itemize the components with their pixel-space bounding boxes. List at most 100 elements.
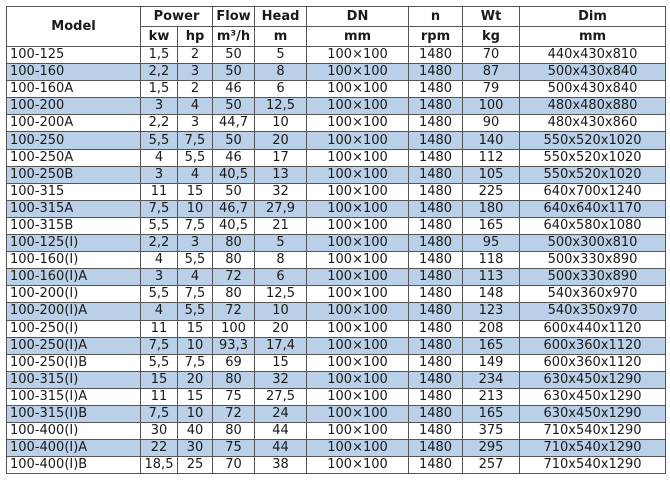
cell-rpm: 1480 [408, 251, 464, 270]
cell-kw: 2,2 [140, 234, 178, 253]
cell-dn: 100×100 [306, 97, 410, 116]
cell-flow: 80 [212, 422, 256, 441]
cell-dn: 100×100 [306, 131, 410, 150]
cell-dn: 100×100 [306, 234, 410, 253]
cell-kw: 18,5 [140, 456, 178, 475]
cell-hp: 7,5 [176, 353, 214, 372]
table-row: 100-315B 5,5 7,5 40,5 21 100×100 1480 165 640x58… [6, 216, 667, 236]
header-model: Model [6, 6, 141, 47]
cell-model: 100-250(I)B [6, 353, 141, 372]
cell-flow: 69 [212, 353, 256, 372]
cell-head: 27,5 [254, 387, 308, 406]
table-row: 100-400(I)B 18,5 25 70 38 100×100 1480 257 710x5… [6, 456, 667, 475]
unit-head: m [254, 26, 308, 47]
cell-rpm: 1480 [408, 131, 464, 150]
cell-head: 32 [254, 370, 308, 389]
cell-kw: 11 [140, 182, 178, 201]
header-dn: DN [306, 6, 410, 27]
cell-model: 100-200A [6, 114, 141, 133]
cell-head: 12,5 [254, 285, 308, 304]
cell-dim: 500x430x840 [519, 80, 667, 99]
cell-head: 44 [254, 422, 308, 441]
cell-weight: 113 [462, 268, 521, 287]
unit-dim: mm [519, 26, 667, 47]
cell-dn: 100×100 [306, 199, 410, 218]
cell-kw: 3 [140, 165, 178, 184]
cell-model: 100-315 [6, 182, 141, 201]
table-row: 100-125(I) 2,2 3 80 5 100×100 1480 95 500x300x81… [6, 234, 667, 253]
cell-hp: 10 [176, 199, 214, 218]
cell-hp: 5,5 [176, 251, 214, 270]
cell-flow: 80 [212, 285, 256, 304]
header-row-1: Model Power Flow Head DN n Wt Dim [6, 6, 667, 47]
cell-kw: 4 [140, 251, 178, 270]
cell-model: 100-125(I) [6, 234, 141, 253]
cell-hp: 15 [176, 182, 214, 201]
cell-kw: 7,5 [140, 199, 178, 218]
table-row: 100-200(I) 5,5 7,5 80 12,5 100×100 1480 148 540x… [6, 285, 667, 304]
cell-flow: 72 [212, 302, 256, 321]
cell-dim: 550x520x1020 [519, 148, 667, 167]
table-row: 100-200A 2,2 3 44,7 10 100×100 1480 90 480x430x8… [6, 114, 667, 133]
cell-hp: 10 [176, 336, 214, 355]
cell-flow: 46 [212, 80, 256, 99]
cell-kw: 11 [140, 387, 178, 406]
cell-rpm: 1480 [408, 234, 464, 253]
cell-kw: 1,5 [140, 45, 178, 65]
cell-head: 15 [254, 353, 308, 372]
cell-weight: 225 [462, 182, 521, 201]
cell-head: 6 [254, 268, 308, 287]
cell-kw: 5,5 [140, 285, 178, 304]
cell-dim: 500x330x890 [519, 268, 667, 287]
cell-model: 100-250(I)A [6, 336, 141, 355]
table-body: 100-125 1,5 2 50 5 100×100 1480 70 440x430x810 10… [6, 45, 667, 475]
cell-dim: 630x450x1290 [519, 387, 667, 406]
cell-weight: 140 [462, 131, 521, 150]
cell-model: 100-400(I)B [6, 456, 141, 475]
cell-flow: 80 [212, 234, 256, 253]
cell-weight: 118 [462, 251, 521, 270]
cell-weight: 165 [462, 216, 521, 236]
cell-model: 100-315A [6, 199, 141, 218]
cell-head: 6 [254, 80, 308, 99]
cell-flow: 93,3 [212, 336, 256, 355]
cell-dim: 710x540x1290 [519, 422, 667, 441]
cell-dn: 100×100 [306, 285, 410, 304]
cell-model: 100-200 [6, 97, 141, 116]
cell-rpm: 1480 [408, 353, 464, 372]
cell-dn: 100×100 [306, 336, 410, 355]
cell-dim: 550x520x1020 [519, 165, 667, 184]
cell-kw: 2,2 [140, 114, 178, 133]
cell-flow: 50 [212, 45, 256, 65]
cell-dn: 100×100 [306, 319, 410, 338]
cell-head: 38 [254, 456, 308, 475]
cell-weight: 148 [462, 285, 521, 304]
cell-dim: 500x430x840 [519, 63, 667, 82]
cell-weight: 95 [462, 234, 521, 253]
cell-flow: 40,5 [212, 216, 256, 236]
cell-head: 12,5 [254, 97, 308, 116]
cell-flow: 40,5 [212, 165, 256, 184]
cell-kw: 4 [140, 302, 178, 321]
cell-kw: 3 [140, 97, 178, 116]
cell-weight: 234 [462, 370, 521, 389]
cell-dim: 640x700x1240 [519, 182, 667, 201]
unit-rpm: rpm [408, 26, 464, 47]
cell-dim: 540x360x970 [519, 285, 667, 304]
cell-flow: 75 [212, 387, 256, 406]
unit-dn: mm [306, 26, 410, 47]
cell-flow: 50 [212, 182, 256, 201]
cell-rpm: 1480 [408, 370, 464, 389]
cell-rpm: 1480 [408, 422, 464, 441]
cell-head: 5 [254, 45, 308, 65]
cell-dn: 100×100 [306, 370, 410, 389]
cell-dn: 100×100 [306, 148, 410, 167]
cell-weight: 100 [462, 97, 521, 116]
cell-hp: 20 [176, 370, 214, 389]
cell-model: 100-200(I)A [6, 302, 141, 321]
cell-model: 100-200(I) [6, 285, 141, 304]
cell-hp: 10 [176, 404, 214, 424]
cell-head: 8 [254, 63, 308, 82]
cell-dn: 100×100 [306, 353, 410, 372]
cell-hp: 15 [176, 387, 214, 406]
